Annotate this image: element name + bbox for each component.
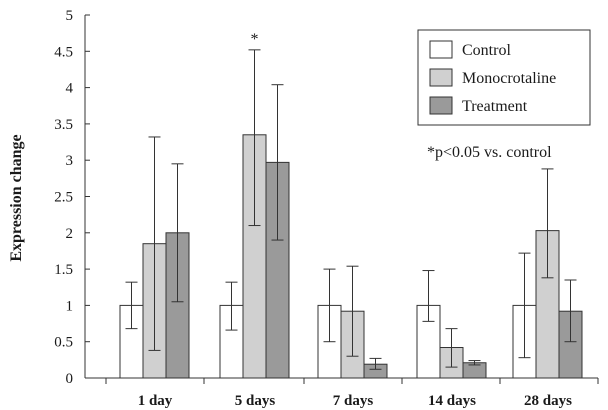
y-tick-label: 3.5 [54, 117, 73, 133]
y-tick-label: 1 [66, 298, 74, 314]
x-tick-label: 28 days [524, 393, 572, 409]
bar-groups: * [119, 31, 583, 379]
y-tick-label: 4.5 [54, 44, 73, 60]
y-axis-label: Expression change [8, 134, 25, 261]
y-tick-label: 4 [66, 81, 74, 97]
x-tick-label: 5 days [235, 393, 276, 409]
x-axis: 1 day 5 days 7 days 14 days 28 days [85, 377, 599, 409]
y-axis: 0 0.5 1 1.5 2 2.5 3 3.5 4 4.5 5 [54, 8, 90, 387]
legend-swatch-treatment [429, 96, 453, 115]
y-tick-label: 2 [66, 226, 74, 242]
y-tick-label: 0 [66, 371, 74, 387]
legend-swatch-control [429, 40, 453, 59]
x-tick-label: 14 days [428, 393, 476, 409]
y-tick-label: 5 [66, 8, 74, 24]
legend: Control Monocrotaline Treatment [417, 29, 591, 126]
significance-note: *p<0.05 vs. control [427, 144, 552, 161]
significance-star: * [251, 31, 259, 48]
x-tick-label: 1 day [138, 393, 173, 409]
x-tick-label: 7 days [333, 393, 374, 409]
legend-swatch-monocrotaline [429, 68, 453, 87]
y-tick-label: 3 [66, 153, 74, 169]
legend-label-treatment: Treatment [462, 98, 528, 115]
y-tick-label: 1.5 [54, 262, 73, 278]
y-tick-label: 0.5 [54, 335, 73, 351]
legend-label-control: Control [462, 42, 511, 59]
y-tick-label: 2.5 [54, 190, 73, 206]
legend-label-monocrotaline: Monocrotaline [462, 70, 556, 87]
